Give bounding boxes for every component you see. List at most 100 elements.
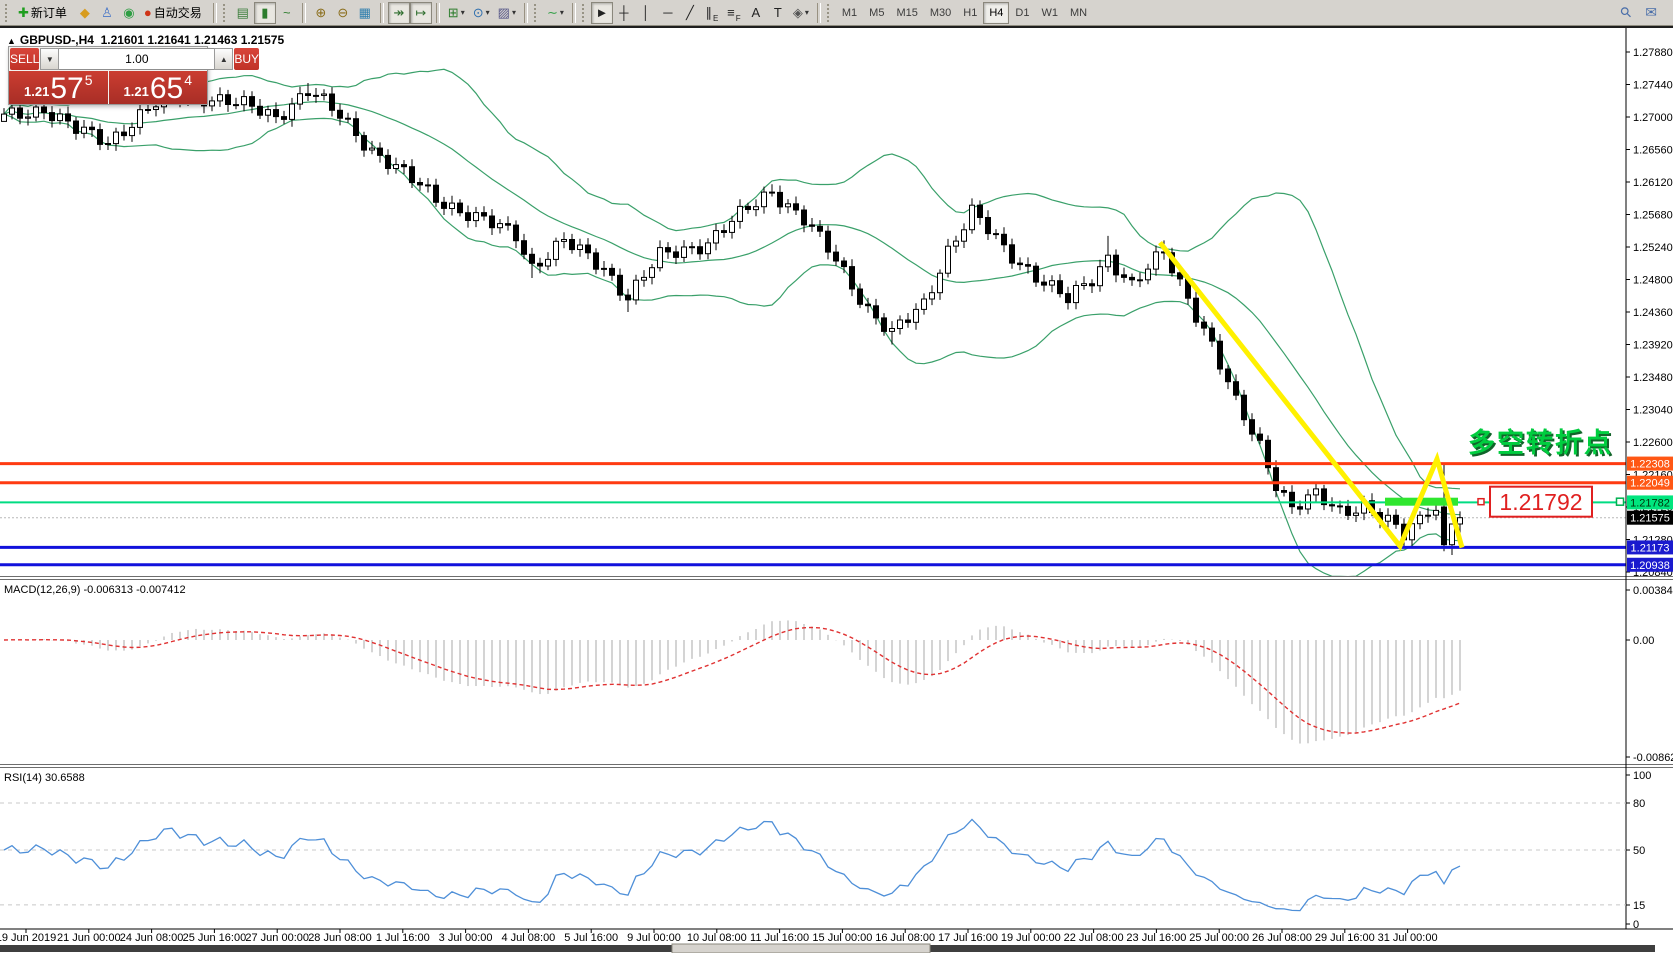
- text-label-button[interactable]: T: [767, 2, 789, 24]
- candle-body: [737, 205, 743, 222]
- buy-price-display[interactable]: 1.21 65 4: [108, 71, 207, 104]
- candle-body: [1145, 268, 1151, 281]
- chevron-down-icon[interactable]: ▾: [511, 8, 516, 17]
- market-watch-button[interactable]: ♙: [96, 2, 118, 24]
- axis-price-badge-text: 1.22049: [1630, 478, 1670, 490]
- chart-profile-button[interactable]: ◆: [74, 2, 96, 24]
- channel-button[interactable]: ∥ E: [701, 2, 723, 24]
- indicators-icon: ∼: [546, 5, 558, 20]
- candle-body: [1433, 509, 1439, 516]
- panel-separator[interactable]: [0, 576, 1673, 577]
- chart-shift-button[interactable]: ↦: [409, 1, 432, 24]
- timeframe-button-h4[interactable]: H4: [983, 1, 1010, 24]
- candle-body: [473, 212, 479, 222]
- bar-chart-button[interactable]: ▤: [232, 2, 254, 24]
- signals-button[interactable]: ◉: [118, 2, 140, 24]
- candle-body: [569, 239, 575, 251]
- zoom-out-button[interactable]: ⊖: [332, 2, 354, 24]
- timeframe-button-m5[interactable]: M5: [869, 6, 885, 19]
- toolbar-grip: [5, 3, 10, 22]
- icon-subscript: F: [735, 13, 741, 23]
- toolbar-separator: [301, 2, 306, 23]
- search-icon[interactable]: ⚲: [1616, 2, 1636, 22]
- main-chart[interactable]: 1.21792多空转折点多空转折点1.278801.274401.270001.…: [0, 26, 1673, 953]
- timeframe-button-m1[interactable]: M1: [841, 6, 858, 19]
- candle-body: [593, 252, 599, 270]
- anchor-square-green[interactable]: [1615, 497, 1625, 506]
- candle-body: [945, 245, 951, 274]
- auto-scroll-button[interactable]: ↠: [387, 1, 410, 24]
- timeframe-button-d1[interactable]: D1: [1015, 6, 1030, 19]
- volume-decrease-button[interactable]: ▼: [40, 48, 60, 70]
- chevron-down-icon[interactable]: ▾: [460, 8, 465, 17]
- timeframe-button-m30[interactable]: M30: [929, 6, 952, 19]
- volume-input[interactable]: [59, 48, 215, 70]
- periods-button[interactable]: ⊙ ▾: [469, 2, 494, 24]
- candle-body: [1313, 488, 1319, 496]
- new-chart-button[interactable]: ⊞ ▾: [444, 2, 469, 24]
- price-callout-box[interactable]: [1489, 485, 1593, 518]
- macd-axis-label: -0.008629: [1633, 752, 1673, 764]
- vertical-line-button[interactable]: │: [635, 2, 657, 24]
- arrows-button[interactable]: ◈ ▾: [789, 2, 813, 24]
- cursor-button[interactable]: ►: [590, 1, 613, 24]
- text-label-icon: T: [773, 5, 782, 20]
- tile-windows-icon: ▦: [358, 5, 371, 20]
- buy-button[interactable]: BUY: [234, 48, 260, 70]
- autotrading-button[interactable]: ● 自动交易: [140, 2, 209, 24]
- chevron-down-icon[interactable]: ▾: [559, 8, 564, 17]
- toolbar-separator: [523, 2, 528, 23]
- signals-icon: ◉: [123, 5, 135, 20]
- candlestick-chart-button[interactable]: ▮: [253, 1, 276, 24]
- candle-body: [873, 305, 879, 319]
- chevron-down-icon[interactable]: ▾: [485, 8, 490, 17]
- timeframe-button-h1[interactable]: H1: [963, 6, 978, 19]
- candle-body: [393, 164, 399, 170]
- panel-separator[interactable]: [0, 579, 1673, 580]
- time-tick-label: 19 Jul 00:00: [1001, 932, 1061, 944]
- toolbar-grip: [581, 3, 587, 22]
- time-tick-label: 16 Jul 08:00: [875, 932, 935, 944]
- zoom-in-button[interactable]: ⊕: [310, 2, 332, 24]
- volume-increase-button[interactable]: ▲: [214, 48, 234, 70]
- panel-separator[interactable]: [0, 764, 1673, 765]
- candle-body: [1001, 233, 1007, 246]
- h-scrollbar-thumb[interactable]: [671, 943, 931, 953]
- candle-body: [401, 164, 407, 168]
- candle-body: [697, 246, 703, 255]
- candle-body: [1033, 265, 1039, 283]
- tile-windows-button[interactable]: ▦: [354, 2, 376, 24]
- horizontal-line-button[interactable]: ─: [657, 2, 679, 24]
- timeframe-button-m15[interactable]: M15: [896, 6, 918, 19]
- sell-price-display[interactable]: 1.21 57 5: [9, 71, 108, 104]
- panel-separator[interactable]: [0, 767, 1673, 768]
- text-button[interactable]: A: [745, 2, 767, 24]
- yellow-zigzag-trendline[interactable]: [1158, 241, 1465, 552]
- anchor-square-red[interactable]: [1477, 497, 1485, 506]
- timeframe-button-mn[interactable]: MN: [1069, 6, 1088, 19]
- timeframe-button-w1[interactable]: W1: [1041, 6, 1058, 19]
- templates-button[interactable]: ▨ ▾: [494, 2, 520, 24]
- annotation-cn-text: 多空转折点: [1468, 427, 1613, 458]
- candle-body: [809, 224, 815, 227]
- candle-body: [57, 113, 63, 122]
- fibonacci-button[interactable]: ≡ F: [723, 2, 745, 24]
- price-callout-text: 1.21792: [1499, 489, 1582, 515]
- indicators-button[interactable]: ∼ ▾: [543, 2, 568, 24]
- sell-price-prefix: 1.21: [24, 84, 50, 99]
- candle-body: [633, 279, 639, 301]
- crosshair-button[interactable]: ┼: [613, 2, 635, 24]
- candle-body: [1025, 264, 1031, 267]
- chat-icon[interactable]: ✉: [1645, 4, 1657, 20]
- new-order-button[interactable]: ✚ 新订单: [14, 2, 74, 24]
- candle-body: [1089, 283, 1095, 287]
- candle-body: [1457, 517, 1463, 525]
- sell-button[interactable]: SELL: [10, 48, 40, 70]
- candle-body: [465, 212, 471, 221]
- trendline-button[interactable]: ╱: [679, 2, 701, 24]
- chevron-down-icon[interactable]: ▾: [804, 8, 809, 17]
- line-chart-button[interactable]: ~: [276, 2, 298, 24]
- candle-body: [785, 203, 791, 208]
- collapse-arrow-icon[interactable]: ▲: [7, 36, 16, 46]
- candle-body: [1, 113, 7, 122]
